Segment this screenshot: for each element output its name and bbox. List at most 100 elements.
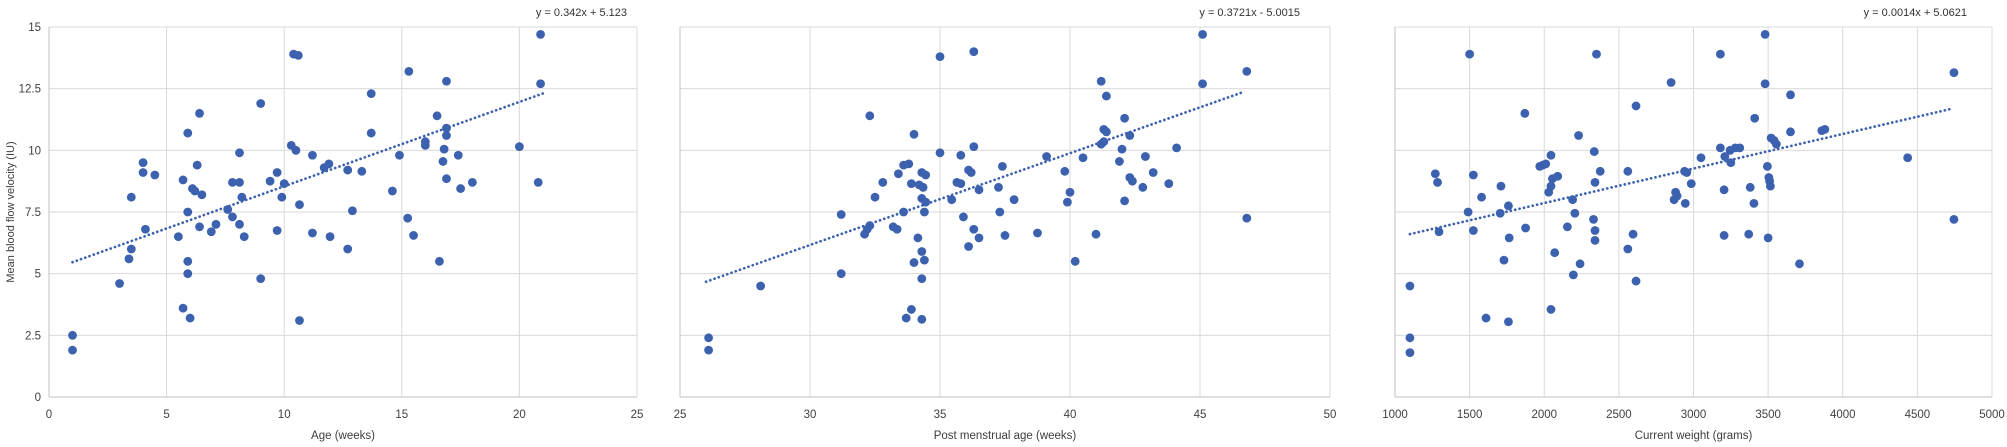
data-point [1903, 153, 1913, 163]
x-tick-label: 4000 [1830, 409, 1856, 421]
x-tick-label: 30 [804, 409, 817, 421]
data-point [115, 279, 124, 288]
data-point [1477, 192, 1486, 202]
data-point [228, 212, 237, 222]
data-point [126, 192, 136, 202]
data-point [1762, 161, 1772, 171]
data-point [1786, 127, 1795, 137]
data-point [907, 305, 916, 314]
data-point [994, 182, 1003, 192]
data-point [1765, 181, 1775, 191]
data-point [1820, 124, 1830, 134]
data-point [1553, 171, 1563, 181]
data-point [836, 210, 846, 219]
data-point [293, 50, 303, 60]
data-point [138, 168, 148, 177]
data-point [325, 232, 335, 242]
x-tick-label: 0 [46, 409, 52, 421]
data-point [974, 233, 984, 243]
data-point [150, 170, 160, 180]
data-point [295, 316, 304, 325]
data-point [183, 207, 193, 217]
data-point [395, 150, 404, 160]
data-point [442, 123, 451, 133]
data-point [1115, 157, 1124, 166]
data-point [935, 148, 945, 158]
data-point [1078, 153, 1088, 163]
data-point [239, 232, 249, 242]
data-point [1504, 233, 1514, 243]
data-point [1099, 137, 1109, 147]
x-tick-label: 25 [674, 409, 687, 421]
data-point [959, 212, 968, 222]
data-point [899, 207, 908, 217]
x-tick-label: 2500 [1606, 409, 1632, 421]
data-point [907, 179, 916, 189]
x-tick-label: 1500 [1457, 409, 1483, 421]
data-point [1666, 78, 1676, 87]
data-point [1745, 182, 1755, 192]
data-point [917, 247, 927, 256]
data-point [235, 178, 244, 187]
data-point [173, 232, 183, 242]
data-point [141, 224, 150, 234]
x-tick-label: 5000 [1979, 409, 2005, 421]
data-point [1589, 147, 1599, 156]
data-point [409, 231, 418, 240]
data-point [1949, 215, 1959, 224]
data-point [197, 190, 207, 200]
data-point [126, 244, 136, 254]
data-point [467, 178, 477, 187]
data-point [1590, 226, 1600, 235]
data-point [308, 150, 317, 160]
data-point [1148, 168, 1158, 177]
data-point [969, 142, 979, 152]
data-point [438, 157, 448, 166]
data-point [878, 178, 888, 187]
data-point [1672, 191, 1682, 201]
data-point [1468, 226, 1478, 235]
data-point [536, 79, 545, 89]
data-point [1696, 153, 1706, 163]
data-point [357, 166, 367, 176]
data-point [265, 176, 275, 186]
x-axis-title: Age (weeks) [311, 430, 375, 442]
data-point [920, 207, 929, 217]
data-point [1546, 150, 1556, 160]
data-point [223, 205, 233, 214]
equation-label: y = 0.3721x - 5.0015 [1199, 7, 1300, 19]
x-tick-label: 2000 [1531, 409, 1557, 421]
data-point [1568, 270, 1578, 280]
y-tick-label: 10 [28, 145, 41, 157]
data-point [1465, 49, 1475, 59]
data-point [1102, 91, 1111, 101]
data-point [272, 168, 282, 177]
data-point [178, 175, 188, 185]
y-tick-label: 5 [35, 269, 41, 281]
data-point [1063, 197, 1072, 207]
data-point [1070, 256, 1080, 266]
data-point [1102, 127, 1111, 137]
data-point [272, 226, 282, 235]
x-tick-label: 5 [163, 409, 169, 421]
data-point [343, 244, 353, 254]
data-point [969, 224, 979, 234]
data-point [1719, 231, 1729, 240]
data-point [1749, 198, 1759, 208]
data-point [1628, 229, 1638, 239]
data-point [1496, 181, 1506, 191]
data-point [1405, 333, 1415, 343]
data-point [935, 52, 945, 61]
data-point [1680, 198, 1690, 208]
data-point [1172, 143, 1181, 153]
data-point [1760, 79, 1770, 89]
data-point [453, 150, 463, 160]
data-point [909, 129, 919, 139]
data-point [1495, 208, 1505, 218]
data-point [865, 111, 875, 121]
data-point [1589, 215, 1598, 224]
data-point [1575, 259, 1585, 269]
y-tick-label: 2.5 [25, 330, 41, 342]
data-point [1463, 207, 1473, 217]
data-point [1430, 169, 1440, 179]
